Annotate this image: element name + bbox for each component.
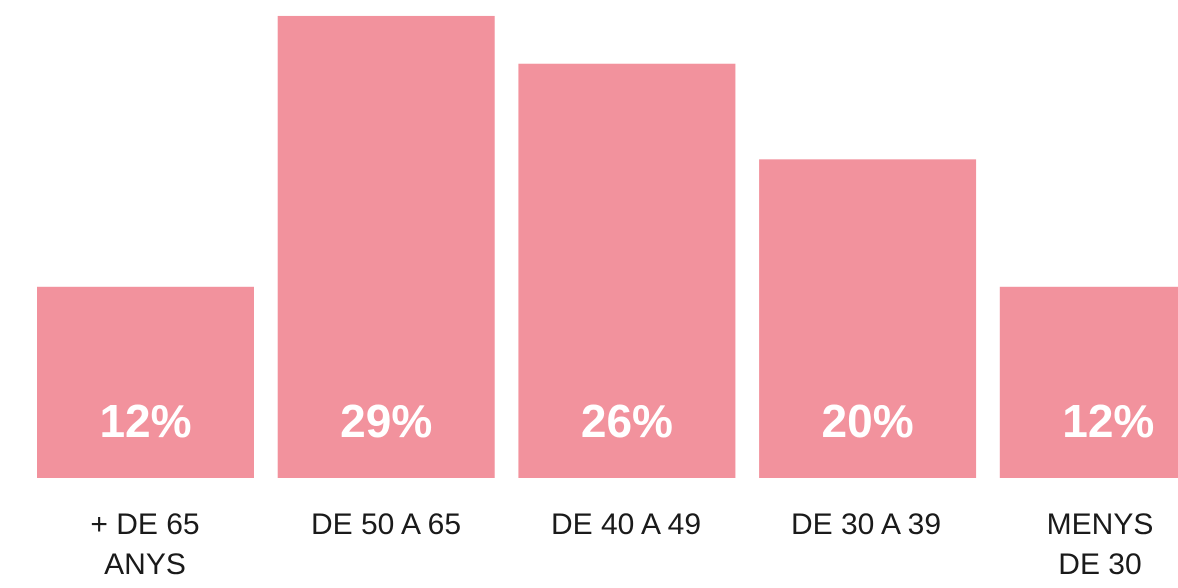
value-label: 20% xyxy=(822,395,914,447)
category-label: + DE 65 ANYS xyxy=(90,508,200,581)
category-label: DE 30 A 39 xyxy=(790,508,942,541)
value-label: 26% xyxy=(581,395,673,447)
category-label: MENYS DE 30 xyxy=(1046,508,1154,581)
bar xyxy=(37,286,254,478)
bar xyxy=(999,286,1178,478)
category-label: DE 50 A 65 xyxy=(310,508,462,541)
category-label: DE 40 A 49 xyxy=(550,508,702,541)
value-label: 29% xyxy=(340,395,432,447)
value-label: 12% xyxy=(1062,395,1154,447)
bar xyxy=(759,159,977,479)
bar xyxy=(277,15,495,479)
bar xyxy=(518,63,736,478)
value-label: 12% xyxy=(99,395,191,447)
